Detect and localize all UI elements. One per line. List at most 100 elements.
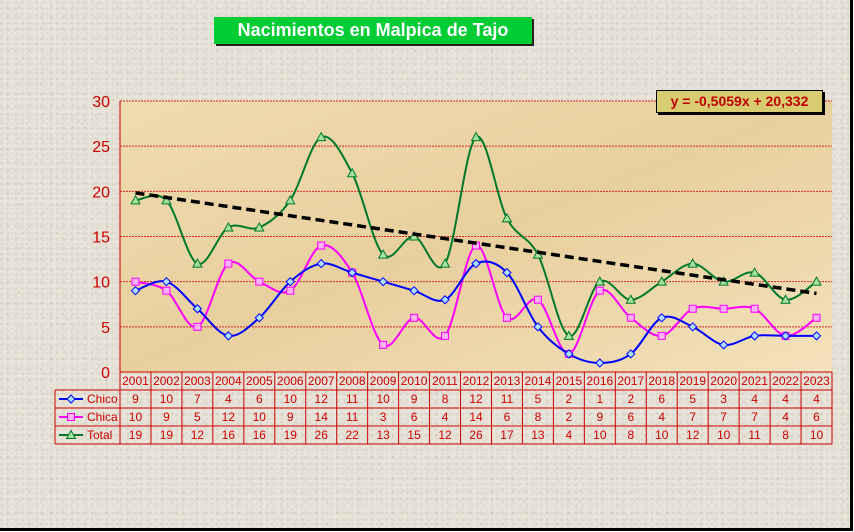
data-label-total: 12 [438, 428, 452, 442]
data-label-chico: 10 [376, 392, 390, 406]
data-label-total: 19 [160, 428, 174, 442]
trendline [135, 191, 817, 296]
data-point-chico [192, 304, 203, 314]
data-label-chica: 4 [442, 410, 449, 424]
data-label-chico: 7 [194, 392, 201, 406]
x-tick-label: 2016 [586, 374, 613, 388]
data-label-chico: 2 [627, 392, 634, 406]
data-label-chica: 8 [535, 410, 542, 424]
data-point-total [284, 194, 296, 205]
data-label-chico: 11 [346, 392, 359, 406]
legend-marker-total [65, 429, 77, 439]
data-point-chico [657, 313, 667, 323]
data-point-chica [750, 304, 759, 313]
y-tick-label: 20 [92, 184, 110, 201]
data-point-chica [379, 340, 388, 349]
data-label-chica: 7 [720, 410, 727, 424]
data-label-total: 15 [407, 428, 421, 442]
x-tick-label: 2020 [710, 374, 737, 388]
data-point-total [377, 249, 389, 259]
x-tick-label: 2006 [277, 374, 304, 388]
data-label-chico: 6 [256, 392, 263, 406]
x-tick-label: 2002 [153, 374, 180, 388]
x-tick-label: 2001 [122, 374, 149, 388]
chart-title: Nacimientos en Malpica de Tajo [214, 17, 532, 44]
x-tick-label: 2011 [432, 374, 458, 388]
data-point-total [656, 276, 668, 286]
data-point-chica [162, 286, 171, 295]
x-tick-label: 2023 [803, 374, 830, 388]
data-label-chica: 6 [813, 410, 820, 424]
data-point-chico [749, 331, 760, 341]
y-tick-label: 5 [101, 320, 110, 337]
data-label-chico: 2 [566, 392, 573, 406]
y-tick-label: 10 [92, 275, 110, 292]
data-point-chica [719, 304, 728, 313]
data-point-chica [812, 313, 821, 322]
data-label-chica: 11 [346, 410, 359, 424]
data-point-chico [254, 313, 265, 323]
trendline-equation: y = -0,5059x + 20,332 [656, 90, 823, 113]
data-label-chico: 12 [315, 392, 329, 406]
data-point-total [222, 221, 234, 232]
data-label-chica: 4 [658, 410, 665, 424]
x-tick-label: 2010 [401, 374, 428, 388]
data-label-total: 4 [566, 428, 573, 442]
x-tick-label: 2014 [525, 374, 552, 388]
x-tick-label: 2004 [215, 374, 242, 388]
data-label-chica: 5 [194, 410, 201, 424]
data-label-chico: 4 [813, 392, 820, 406]
data-point-chico [130, 285, 141, 296]
data-label-chico: 9 [132, 392, 139, 406]
x-tick-label: 2012 [463, 374, 490, 388]
legend-marker-chica [67, 413, 75, 421]
data-label-chica: 10 [129, 410, 143, 424]
data-label-total: 10 [655, 428, 669, 442]
data-label-total: 16 [253, 428, 267, 442]
data-point-total [130, 194, 141, 205]
data-label-total: 12 [191, 428, 205, 442]
data-point-chico [626, 349, 636, 359]
data-label-chica: 3 [380, 410, 387, 424]
data-point-total [811, 276, 822, 286]
legend-label-chica: Chica [87, 410, 118, 424]
data-point-total [253, 221, 265, 232]
data-label-chica: 9 [596, 410, 603, 424]
data-label-chico: 11 [501, 392, 514, 406]
data-label-total: 19 [129, 428, 143, 442]
data-point-chico [533, 322, 543, 332]
data-label-chico: 4 [751, 392, 758, 406]
data-point-chico [378, 276, 388, 287]
data-point-chico [718, 340, 729, 350]
data-point-chico [780, 331, 791, 341]
data-point-chico [347, 267, 357, 278]
y-tick-label: 15 [92, 230, 110, 247]
data-label-total: 16 [222, 428, 236, 442]
x-tick-label: 2015 [556, 374, 583, 388]
x-tick-label: 2007 [308, 374, 335, 388]
y-tick-label: 0 [101, 365, 110, 382]
data-label-chica: 6 [627, 410, 634, 424]
data-label-chica: 2 [566, 410, 573, 424]
data-point-chica [657, 331, 666, 340]
data-point-chica [533, 295, 542, 304]
data-label-total: 19 [284, 428, 298, 442]
data-label-total: 10 [810, 428, 824, 442]
data-point-chico [316, 258, 326, 269]
data-point-chica [255, 277, 264, 286]
data-label-chica: 9 [163, 410, 170, 424]
data-point-total [563, 330, 575, 340]
data-label-chico: 5 [689, 392, 696, 406]
data-label-chica: 10 [253, 410, 267, 424]
legend-label-chico: Chico [87, 392, 118, 406]
data-label-total: 17 [500, 428, 514, 442]
data-point-chica [595, 286, 604, 295]
data-label-chico: 10 [160, 392, 174, 406]
data-label-total: 11 [748, 428, 761, 442]
data-label-chico: 10 [284, 392, 298, 406]
data-point-chica [688, 304, 697, 313]
x-tick-label: 2017 [617, 374, 644, 388]
data-label-chica: 6 [504, 410, 511, 424]
data-point-chica [224, 259, 233, 268]
data-label-chico: 12 [469, 392, 483, 406]
